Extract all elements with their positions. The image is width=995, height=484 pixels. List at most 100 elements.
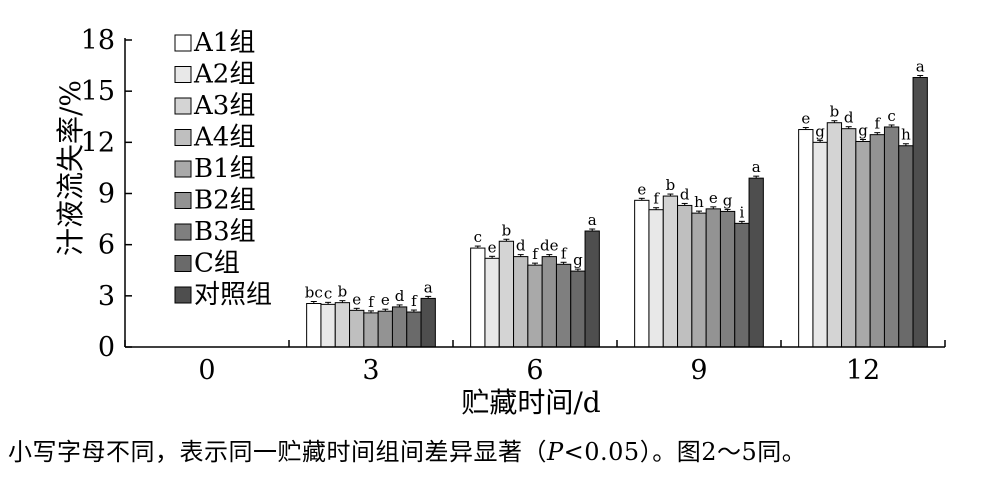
significance-label: c xyxy=(474,228,482,246)
y-axis-label: 汁液流失率/% xyxy=(54,80,87,256)
bar xyxy=(541,256,557,348)
bar xyxy=(555,263,572,348)
bar xyxy=(705,208,721,348)
legend-swatch xyxy=(174,66,192,83)
bar xyxy=(391,306,408,348)
bar xyxy=(527,264,543,348)
legend-label: A3组 xyxy=(193,91,255,121)
legend-label: A2组 xyxy=(193,60,255,90)
y-tick-label: 9 xyxy=(98,179,115,210)
significance-label: h xyxy=(694,193,704,211)
legend-swatch xyxy=(174,223,192,241)
x-tick-label: 6 xyxy=(526,355,543,386)
significance-label: g xyxy=(815,122,825,140)
y-tick-label: 15 xyxy=(81,76,115,107)
significance-label: b xyxy=(338,283,348,301)
significance-label: c xyxy=(887,107,895,125)
y-tick-label: 0 xyxy=(98,332,115,363)
bar xyxy=(498,240,515,348)
significance-label: f xyxy=(653,190,660,208)
bar xyxy=(320,303,336,348)
significance-label: f xyxy=(368,293,375,311)
significance-label: e xyxy=(637,180,646,198)
significance-label: e xyxy=(352,290,361,308)
bar xyxy=(470,247,486,348)
x-tick-label: 0 xyxy=(198,355,215,386)
bar xyxy=(377,310,393,348)
significance-label: e xyxy=(801,110,810,128)
significance-label: a xyxy=(588,211,597,229)
legend-label: B3组 xyxy=(194,217,256,247)
bar xyxy=(648,209,664,348)
bar xyxy=(349,309,365,348)
y-tick-label: 12 xyxy=(81,127,115,158)
significance-label: f xyxy=(532,245,539,263)
significance-label: a xyxy=(424,278,433,296)
bar xyxy=(406,311,422,348)
significance-label: d xyxy=(516,237,526,255)
bar xyxy=(812,141,828,348)
significance-label: g xyxy=(858,121,868,139)
footnote: 小写字母不同，表示同一贮藏时间组间差异显著（P<0.05）。图2～5同。 xyxy=(8,432,993,467)
significance-label: f xyxy=(561,244,568,262)
bar xyxy=(584,230,600,348)
significance-label: bc xyxy=(305,284,323,302)
bar xyxy=(798,129,814,348)
significance-label: d xyxy=(844,109,854,127)
legend-label: A4组 xyxy=(193,123,255,153)
legend-label: A1组 xyxy=(193,28,255,58)
bar xyxy=(513,256,529,348)
significance-label: d xyxy=(680,185,690,203)
significance-label: de xyxy=(540,237,559,255)
legend-label: C组 xyxy=(194,249,240,279)
significance-label: g xyxy=(723,191,733,209)
bar xyxy=(826,122,843,348)
bar xyxy=(748,177,764,348)
legend-swatch xyxy=(174,160,192,178)
bar xyxy=(691,212,707,348)
bar xyxy=(634,199,650,348)
bar xyxy=(869,134,885,348)
significance-label: e xyxy=(488,238,497,256)
significance-label: d xyxy=(395,287,405,305)
bar xyxy=(570,270,586,348)
legend-swatch xyxy=(174,286,192,304)
legend-label: B2组 xyxy=(194,186,256,216)
significance-label: b xyxy=(502,221,512,239)
legend-swatch xyxy=(174,255,192,272)
bar xyxy=(306,303,322,348)
bar xyxy=(719,210,736,348)
significance-label: e xyxy=(709,189,718,207)
bar xyxy=(883,126,900,348)
bar xyxy=(334,302,351,348)
bar xyxy=(841,128,857,348)
bar xyxy=(484,257,500,348)
significance-label: f xyxy=(411,292,418,310)
x-tick-label: 12 xyxy=(846,355,880,386)
footnote-text-2: <0.05）。图2～5同。 xyxy=(563,438,807,466)
legend-label: B1组 xyxy=(194,154,256,184)
y-tick-label: 6 xyxy=(98,230,115,261)
legend-swatch xyxy=(174,129,192,146)
significance-label: i xyxy=(739,203,744,221)
x-axis-label: 贮藏时间/d xyxy=(461,386,600,419)
legend-swatch xyxy=(174,34,192,52)
bar xyxy=(855,140,871,348)
bar xyxy=(898,145,914,348)
significance-label: c xyxy=(324,284,332,302)
x-tick-label: 3 xyxy=(362,355,379,386)
bar xyxy=(662,195,679,348)
significance-label: b xyxy=(830,103,840,121)
axes: 0 3 6 9 12 15 18 0 3 6 9 12 xyxy=(81,25,946,386)
legend-label: 对照组 xyxy=(194,280,272,310)
footnote-text-1: 小写字母不同，表示同一贮藏时间组间差异显著（ xyxy=(8,438,547,466)
y-tick-label: 18 xyxy=(81,25,115,56)
significance-label: e xyxy=(381,291,390,309)
bar xyxy=(734,222,750,348)
significance-label: a xyxy=(752,158,761,176)
bar xyxy=(677,204,693,348)
legend-swatch xyxy=(174,97,192,115)
